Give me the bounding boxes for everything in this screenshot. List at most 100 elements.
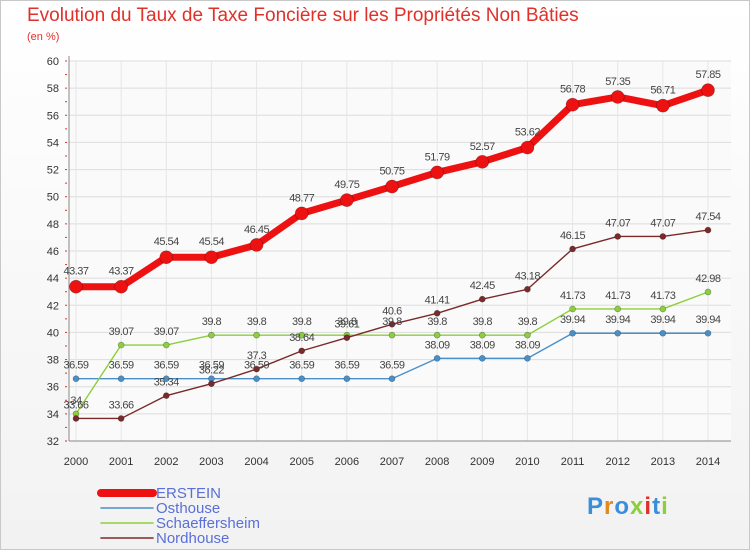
data-point-nordhouse [569, 245, 576, 253]
data-label-osthouse: 38.09 [515, 339, 540, 351]
y-tick-label: 54 [47, 137, 59, 149]
data-point-osthouse [253, 375, 260, 383]
data-label-osthouse: 36.59 [334, 360, 359, 372]
y-tick-label: 48 [47, 219, 59, 231]
data-label-osthouse: 39.94 [695, 314, 720, 326]
logo-letter: t [652, 493, 662, 520]
data-point-erstein [430, 165, 444, 180]
data-label-erstein: 57.85 [695, 69, 720, 81]
data-point-erstein [249, 238, 264, 252]
data-point-schaeffersheim [524, 331, 531, 339]
x-tick-label: 2010 [515, 456, 539, 468]
y-tick-label: 56 [47, 110, 59, 122]
data-label-nordhouse: 33.66 [109, 399, 134, 411]
data-label-schaeffersheim: 39.8 [337, 316, 357, 328]
x-tick-label: 2001 [109, 456, 133, 468]
x-tick-label: 2004 [244, 456, 268, 468]
data-label-erstein: 48.77 [289, 192, 314, 204]
x-tick-label: 2011 [561, 456, 585, 468]
data-point-erstein [294, 206, 309, 221]
data-label-osthouse: 36.59 [199, 360, 224, 372]
data-label-erstein: 56.71 [650, 85, 675, 97]
data-point-erstein [701, 83, 715, 97]
data-point-osthouse [298, 375, 306, 383]
data-label-erstein: 43.37 [109, 266, 134, 278]
data-label-erstein: 56.78 [560, 84, 585, 96]
data-point-schaeffersheim [388, 331, 396, 339]
x-tick-label: 2007 [380, 456, 404, 468]
data-point-schaeffersheim [659, 305, 667, 313]
data-point-nordhouse [162, 392, 170, 399]
data-label-osthouse: 38.09 [425, 339, 450, 351]
data-label-nordhouse: 40.6 [382, 305, 402, 317]
data-point-osthouse [433, 355, 441, 362]
data-point-schaeffersheim [614, 305, 622, 313]
data-point-schaeffersheim [253, 331, 260, 339]
data-point-erstein [114, 279, 128, 294]
data-point-schaeffersheim [478, 331, 486, 339]
logo-letter: r [604, 493, 615, 520]
x-tick-label: 2008 [425, 456, 449, 468]
x-tick-label: 2000 [64, 456, 88, 468]
data-point-erstein [520, 140, 535, 155]
data-label-nordhouse: 46.15 [560, 230, 585, 242]
data-label-nordhouse: 42.45 [470, 280, 495, 292]
x-tick-label: 2014 [696, 456, 720, 468]
legend-label-erstein: ERSTEIN [156, 485, 221, 502]
data-label-osthouse: 36.59 [244, 360, 269, 372]
data-label-osthouse: 38.09 [470, 339, 495, 351]
data-label-schaeffersheim: 39.07 [109, 326, 134, 338]
x-tick-label: 2009 [470, 456, 494, 468]
x-tick-label: 2013 [651, 456, 675, 468]
data-point-osthouse [343, 375, 351, 383]
data-point-nordhouse [117, 415, 125, 422]
data-point-nordhouse [478, 295, 486, 303]
data-label-erstein: 45.54 [199, 236, 224, 248]
data-point-osthouse [659, 329, 667, 337]
data-label-osthouse: 39.94 [560, 314, 585, 326]
data-point-erstein [610, 90, 625, 104]
logo-letter: o [614, 493, 631, 520]
y-tick-label: 38 [47, 355, 59, 367]
data-label-osthouse: 39.94 [650, 314, 675, 326]
data-label-erstein: 50.75 [379, 166, 404, 178]
data-label-osthouse: 36.59 [379, 360, 404, 372]
y-tick-label: 34 [47, 409, 59, 421]
chart-title: Evolution du Taux de Taxe Foncière sur l… [27, 5, 579, 26]
x-tick-label: 2012 [605, 456, 629, 468]
x-tick-label: 2006 [335, 456, 359, 468]
logo-letter: x [630, 493, 645, 520]
data-point-schaeffersheim [162, 341, 170, 349]
data-label-osthouse: 36.59 [289, 360, 314, 372]
legend-label-schaeffersheim: Schaeffersheim [156, 515, 260, 532]
proxiti-logo: Proxiti [587, 493, 669, 521]
data-label-nordhouse: 47.07 [650, 217, 675, 229]
data-point-erstein [565, 97, 580, 112]
data-point-erstein [475, 155, 490, 169]
y-tick-label: 32 [47, 436, 59, 448]
data-label-schaeffersheim: 39.8 [427, 316, 447, 328]
data-point-schaeffersheim [704, 288, 712, 296]
data-label-osthouse: 36.59 [63, 360, 88, 372]
data-label-nordhouse: 35.34 [154, 377, 179, 389]
data-point-nordhouse [388, 320, 396, 328]
data-point-nordhouse [72, 415, 80, 422]
logo-letter: i [661, 493, 669, 520]
data-point-osthouse [162, 375, 170, 383]
y-tick-label: 40 [47, 327, 59, 339]
data-label-erstein: 57.35 [605, 76, 630, 88]
data-point-nordhouse [614, 233, 622, 240]
data-point-schaeffersheim [569, 305, 576, 313]
data-point-osthouse [478, 355, 486, 362]
data-point-osthouse [524, 355, 531, 362]
data-label-erstein: 52.57 [470, 141, 495, 153]
data-point-schaeffersheim [208, 331, 215, 339]
data-label-schaeffersheim: 39.8 [382, 316, 402, 328]
data-point-erstein [340, 193, 354, 207]
data-label-schaeffersheim: 41.73 [560, 290, 585, 302]
data-label-nordhouse: 47.54 [695, 211, 720, 223]
data-label-schaeffersheim: 42.98 [695, 273, 720, 285]
data-label-schaeffersheim: 39.07 [154, 326, 179, 338]
data-point-nordhouse [343, 334, 351, 342]
